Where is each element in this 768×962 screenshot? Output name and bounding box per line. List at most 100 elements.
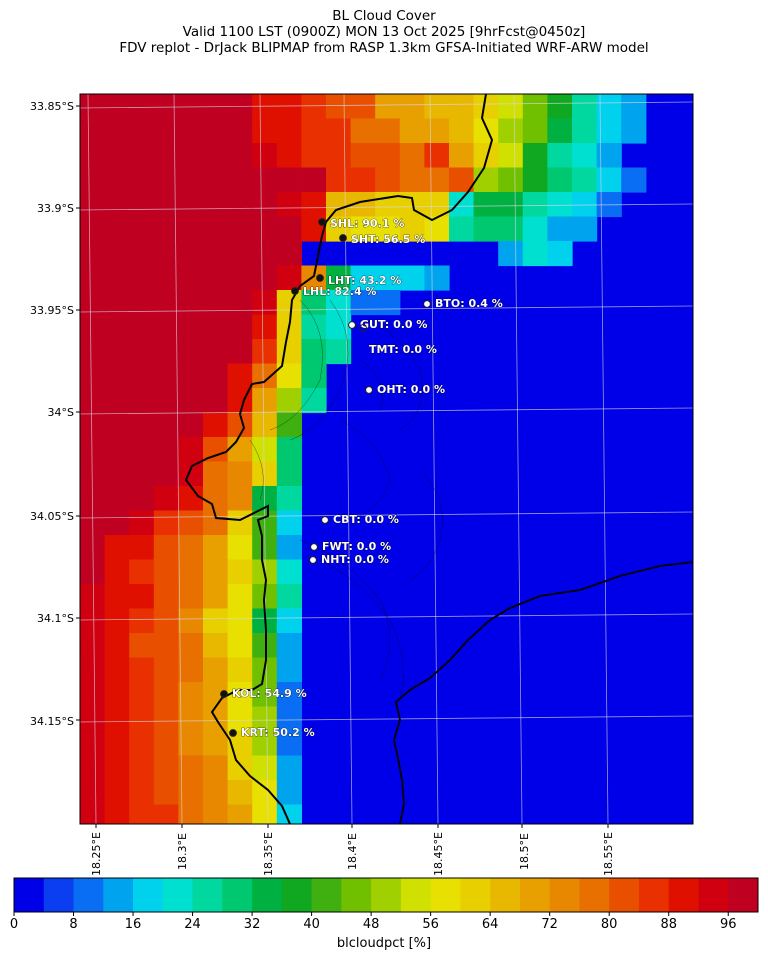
cloud-cell xyxy=(227,535,253,561)
cloud-cell xyxy=(203,584,229,610)
lon-label: 18.3°E xyxy=(176,833,189,870)
cloud-cell xyxy=(326,216,352,242)
cloud-cell xyxy=(276,535,302,561)
map-frame xyxy=(79,93,694,825)
cloud-cell xyxy=(473,118,499,144)
cloud-cell xyxy=(350,118,401,144)
cloud-cell xyxy=(178,804,204,824)
cloud-cell xyxy=(129,535,155,561)
station-label: TMT: 0.0 % xyxy=(369,343,437,356)
cloud-cell xyxy=(252,118,302,144)
lat-gridline xyxy=(80,511,693,519)
cloud-cell xyxy=(498,216,524,242)
cloud-cell xyxy=(276,682,302,708)
cloud-cell xyxy=(572,143,598,169)
station-marker xyxy=(291,287,299,295)
cloud-cell xyxy=(424,216,450,242)
lat-label: 33.85°S xyxy=(30,100,74,113)
cloud-cell xyxy=(276,486,302,512)
cloud-cell xyxy=(80,461,179,487)
cloud-cell xyxy=(104,731,130,757)
cloud-cell xyxy=(104,535,130,561)
lat-label: 34.15°S xyxy=(30,715,74,728)
cloud-cell xyxy=(424,143,450,169)
cloud-cell xyxy=(276,633,302,659)
cloud-cell xyxy=(424,94,475,120)
cloud-cell xyxy=(276,706,302,732)
cloud-cell xyxy=(227,461,253,487)
cloud-cell xyxy=(153,755,179,781)
colorbar-segment xyxy=(341,878,372,912)
cloud-cell xyxy=(276,339,302,365)
cloud-cell xyxy=(129,682,155,708)
station-label: NHT: 0.0 % xyxy=(321,553,389,566)
cloud-cell xyxy=(80,216,302,242)
cloud-cell xyxy=(276,780,302,806)
cloud-cell xyxy=(375,94,425,120)
cloud-cell xyxy=(203,633,229,659)
cloud-cell xyxy=(104,682,130,708)
lat-gridline xyxy=(80,715,693,723)
title-line-3: FDV replot - DrJack BLIPMAP from RASP 1.… xyxy=(119,40,649,56)
station-marker xyxy=(229,729,237,737)
cloud-cell xyxy=(80,241,302,267)
cloud-cell xyxy=(252,633,278,659)
cloud-cell xyxy=(104,804,130,824)
cloud-cell xyxy=(178,510,204,536)
colorbar-segment xyxy=(133,878,164,912)
cloud-cell xyxy=(252,437,278,463)
cloud-cell xyxy=(80,363,229,389)
cloud-cell xyxy=(252,314,278,340)
station-markers: SHL: 90.1 % SHT: 56.5 % LHT: 43.2 %LHL: 82… xyxy=(220,217,503,739)
colorbar-label: blcloudpct [%] xyxy=(336,936,432,951)
colorbar-segment xyxy=(162,878,194,912)
cloud-cell xyxy=(104,657,130,683)
coastline xyxy=(184,94,693,824)
cloud-cell xyxy=(178,535,204,561)
colorbar-segment xyxy=(14,878,45,912)
cloud-cell xyxy=(80,731,106,757)
colorbar-segment xyxy=(519,878,551,912)
cloud-cell xyxy=(350,265,425,291)
cloud-cell xyxy=(178,608,204,634)
lat-gridline xyxy=(80,305,693,313)
colorbar-segment xyxy=(728,878,759,912)
colorbar-segment xyxy=(281,878,313,912)
colorbar-segment xyxy=(460,878,491,912)
coastline-path xyxy=(184,94,494,824)
colorbar-frame xyxy=(13,877,759,913)
cloud-cell xyxy=(80,608,106,634)
colorbar-segment xyxy=(609,878,640,912)
cloud-cell xyxy=(178,584,204,610)
cloud-cell xyxy=(449,216,475,242)
cloud-cell xyxy=(424,265,450,291)
cloud-cell xyxy=(498,118,524,144)
cloud-cell xyxy=(104,755,130,781)
station-label: FWT: 0.0 % xyxy=(322,540,391,553)
cloud-cell xyxy=(547,118,573,144)
colorbar-tick-label: 0 xyxy=(9,917,19,932)
cloud-cell xyxy=(473,143,499,169)
cloud-cell xyxy=(153,510,179,536)
cloud-cell xyxy=(522,143,548,169)
cloud-cell xyxy=(80,437,179,463)
colorbar-tick-label: 72 xyxy=(541,917,558,932)
lat-gridline xyxy=(80,407,693,415)
lon-gridline xyxy=(513,94,523,824)
cloud-cell xyxy=(227,608,253,634)
cloud-cell xyxy=(178,755,204,781)
lon-label: 18.5°E xyxy=(518,833,531,870)
cloud-cell xyxy=(227,363,253,389)
cloud-cell xyxy=(227,510,253,536)
cloud-cell xyxy=(252,461,278,487)
lat-label: 33.95°S xyxy=(30,304,74,317)
colorbar-segment xyxy=(400,878,432,912)
cloud-cell xyxy=(129,731,155,757)
cloud-cell xyxy=(80,412,204,438)
station-label: KRT: 50.2 % xyxy=(241,726,315,739)
cloud-cell xyxy=(276,265,302,291)
cloud-cell xyxy=(80,510,130,536)
cloud-cell xyxy=(276,412,302,438)
colorbar-segment xyxy=(103,878,134,912)
cloud-cell xyxy=(203,755,229,781)
